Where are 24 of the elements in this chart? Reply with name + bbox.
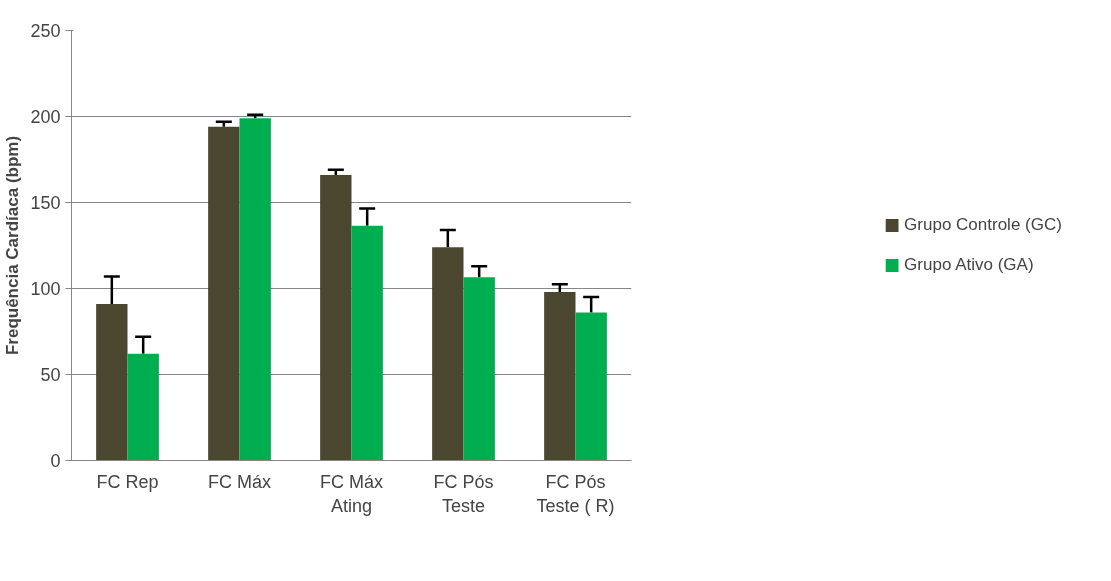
x-tick-label: FC Máx Ating (320, 471, 383, 516)
y-tick-label: 200 (30, 107, 61, 127)
bar (127, 353, 159, 461)
x-tick-label: FC Rep (96, 471, 159, 492)
y-axis-title: Frequência Cardíaca (bpm) (3, 135, 23, 356)
y-tick-label: 0 (50, 451, 61, 471)
y-tick-label: 100 (30, 279, 61, 299)
y-tick-label: 250 (30, 21, 61, 41)
bar (463, 277, 495, 461)
legend-label: Grupo Ativo (GA) (904, 255, 1034, 275)
x-tick-label: FC Pós Teste (433, 471, 494, 516)
legend-label: Grupo Controle (GC) (904, 215, 1062, 235)
x-tick-label: FC Pós Teste ( R) (536, 471, 615, 516)
bar (96, 303, 128, 461)
bar (208, 126, 240, 461)
bar (239, 118, 271, 461)
bar (432, 247, 464, 461)
x-tick-label: FC Máx (208, 471, 271, 492)
bar (351, 225, 383, 461)
bar (320, 174, 352, 461)
bar (575, 312, 607, 461)
y-tick-label: 50 (40, 365, 61, 385)
y-tick-label: 150 (30, 193, 61, 213)
bar (544, 291, 576, 461)
